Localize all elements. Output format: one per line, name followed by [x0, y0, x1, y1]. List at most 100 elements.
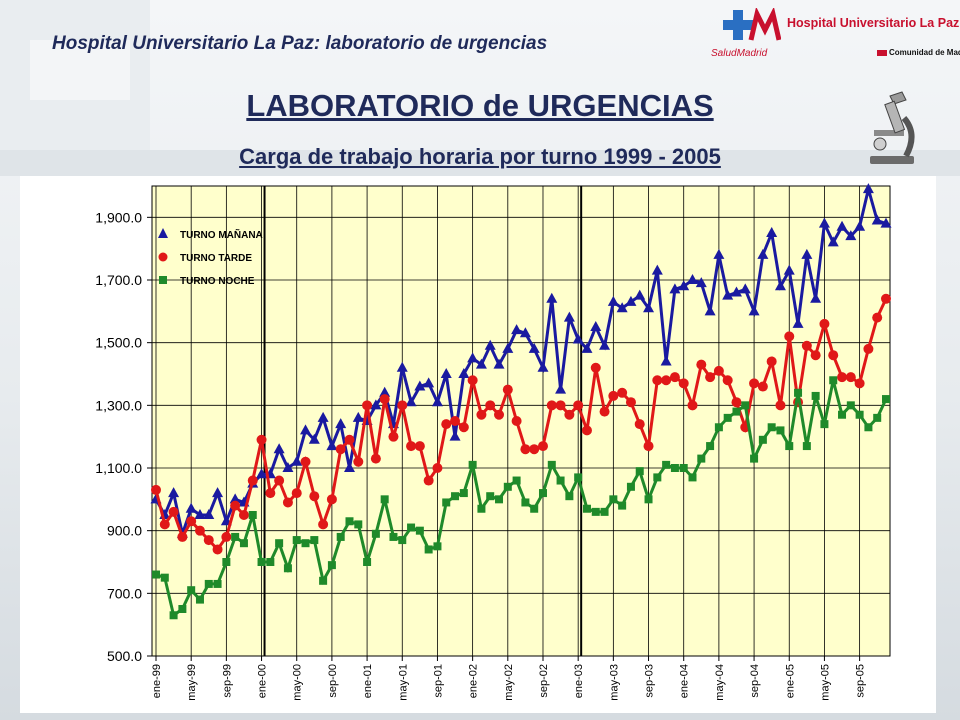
data-point: [310, 536, 319, 545]
data-point: [609, 495, 618, 504]
data-point: [308, 433, 320, 444]
data-point: [345, 517, 354, 526]
legend-marker: [158, 228, 168, 238]
data-point: [486, 492, 495, 501]
data-point: [283, 564, 292, 573]
data-point: [669, 372, 680, 383]
data-point: [450, 416, 461, 426]
data-point: [256, 434, 267, 445]
data-point: [371, 529, 380, 538]
data-point: [872, 312, 883, 323]
data-point: [864, 423, 873, 432]
data-point: [319, 576, 328, 585]
data-point: [405, 396, 417, 407]
data-point: [398, 536, 407, 545]
data-point: [697, 454, 706, 463]
data-point: [643, 302, 655, 313]
data-point: [344, 434, 355, 445]
x-tick-label: ene-05: [784, 664, 796, 698]
data-point: [565, 492, 574, 501]
data-point: [423, 377, 435, 388]
data-point: [389, 532, 398, 541]
data-point: [424, 545, 433, 554]
y-tick-label: 500.0: [107, 648, 142, 664]
data-point: [783, 264, 795, 275]
data-point: [582, 504, 591, 513]
microscope-icon: [870, 91, 915, 164]
x-tick-label: may-01: [397, 664, 409, 701]
x-tick-label: may-02: [503, 664, 515, 701]
data-point: [546, 400, 557, 411]
data-point: [607, 295, 619, 306]
data-point: [274, 475, 285, 486]
data-point: [801, 340, 812, 351]
data-point: [152, 570, 160, 579]
data-point: [863, 343, 874, 354]
data-point: [828, 350, 839, 361]
data-point: [477, 504, 486, 513]
data-point: [871, 214, 883, 225]
data-point: [827, 236, 839, 247]
data-point: [266, 558, 275, 566]
data-point: [354, 520, 363, 529]
page-subtitle: Carga de trabajo horaria por turno 1999 …: [239, 144, 721, 169]
logo-name: Hospital Universitario La Paz: [787, 16, 960, 30]
data-point: [248, 511, 257, 519]
data-point: [766, 356, 777, 367]
data-point: [380, 495, 389, 504]
data-point: [643, 441, 654, 452]
x-tick-label: sep-99: [221, 664, 233, 698]
hospital-logo: Hospital Universitario La Paz SaludMadri…: [705, 8, 960, 70]
data-point: [785, 442, 794, 451]
x-tick-label: ene-01: [362, 664, 374, 698]
logo-sub: SaludMadrid: [711, 48, 768, 59]
data-point: [502, 342, 514, 353]
data-point: [600, 507, 609, 516]
data-point: [679, 464, 688, 472]
data-point: [626, 482, 635, 491]
data-point: [353, 456, 364, 467]
data-point: [317, 411, 329, 422]
data-point: [169, 611, 178, 620]
data-point: [503, 482, 512, 491]
data-point: [520, 444, 531, 455]
data-point: [203, 535, 214, 546]
data-point: [326, 440, 338, 451]
data-point: [669, 283, 681, 294]
data-point: [688, 473, 697, 482]
data-point: [160, 573, 169, 582]
data-point: [442, 498, 451, 507]
data-point: [537, 361, 549, 372]
data-point: [431, 396, 443, 407]
x-tick-label: may-99: [186, 664, 198, 701]
data-point: [573, 400, 584, 411]
data-point: [616, 302, 628, 313]
data-point: [723, 413, 732, 422]
data-point: [213, 579, 222, 588]
data-point: [837, 372, 848, 383]
header-left-title: Hospital Universitario La Paz: laborator…: [52, 33, 548, 54]
data-point: [363, 558, 372, 566]
data-point: [475, 358, 487, 369]
data-point: [766, 227, 778, 237]
data-point: [440, 368, 452, 378]
data-point: [662, 460, 671, 469]
page-title: LABORATORIO de URGENCIAS: [246, 88, 714, 123]
data-point: [784, 331, 795, 342]
x-tick-label: sep-00: [327, 664, 339, 698]
legend-marker: [159, 276, 167, 284]
data-point: [343, 462, 355, 472]
data-point: [433, 542, 442, 551]
data-point: [204, 579, 213, 588]
x-tick-label: sep-01: [432, 664, 444, 698]
data-point: [221, 531, 232, 542]
data-point: [168, 487, 180, 498]
data-point: [300, 456, 311, 467]
data-point: [855, 410, 864, 419]
data-point: [468, 460, 477, 469]
data-point: [660, 355, 672, 366]
data-point: [819, 318, 830, 329]
data-point: [590, 362, 601, 373]
data-point: [406, 441, 417, 452]
y-tick-label: 1,300.0: [95, 397, 142, 413]
